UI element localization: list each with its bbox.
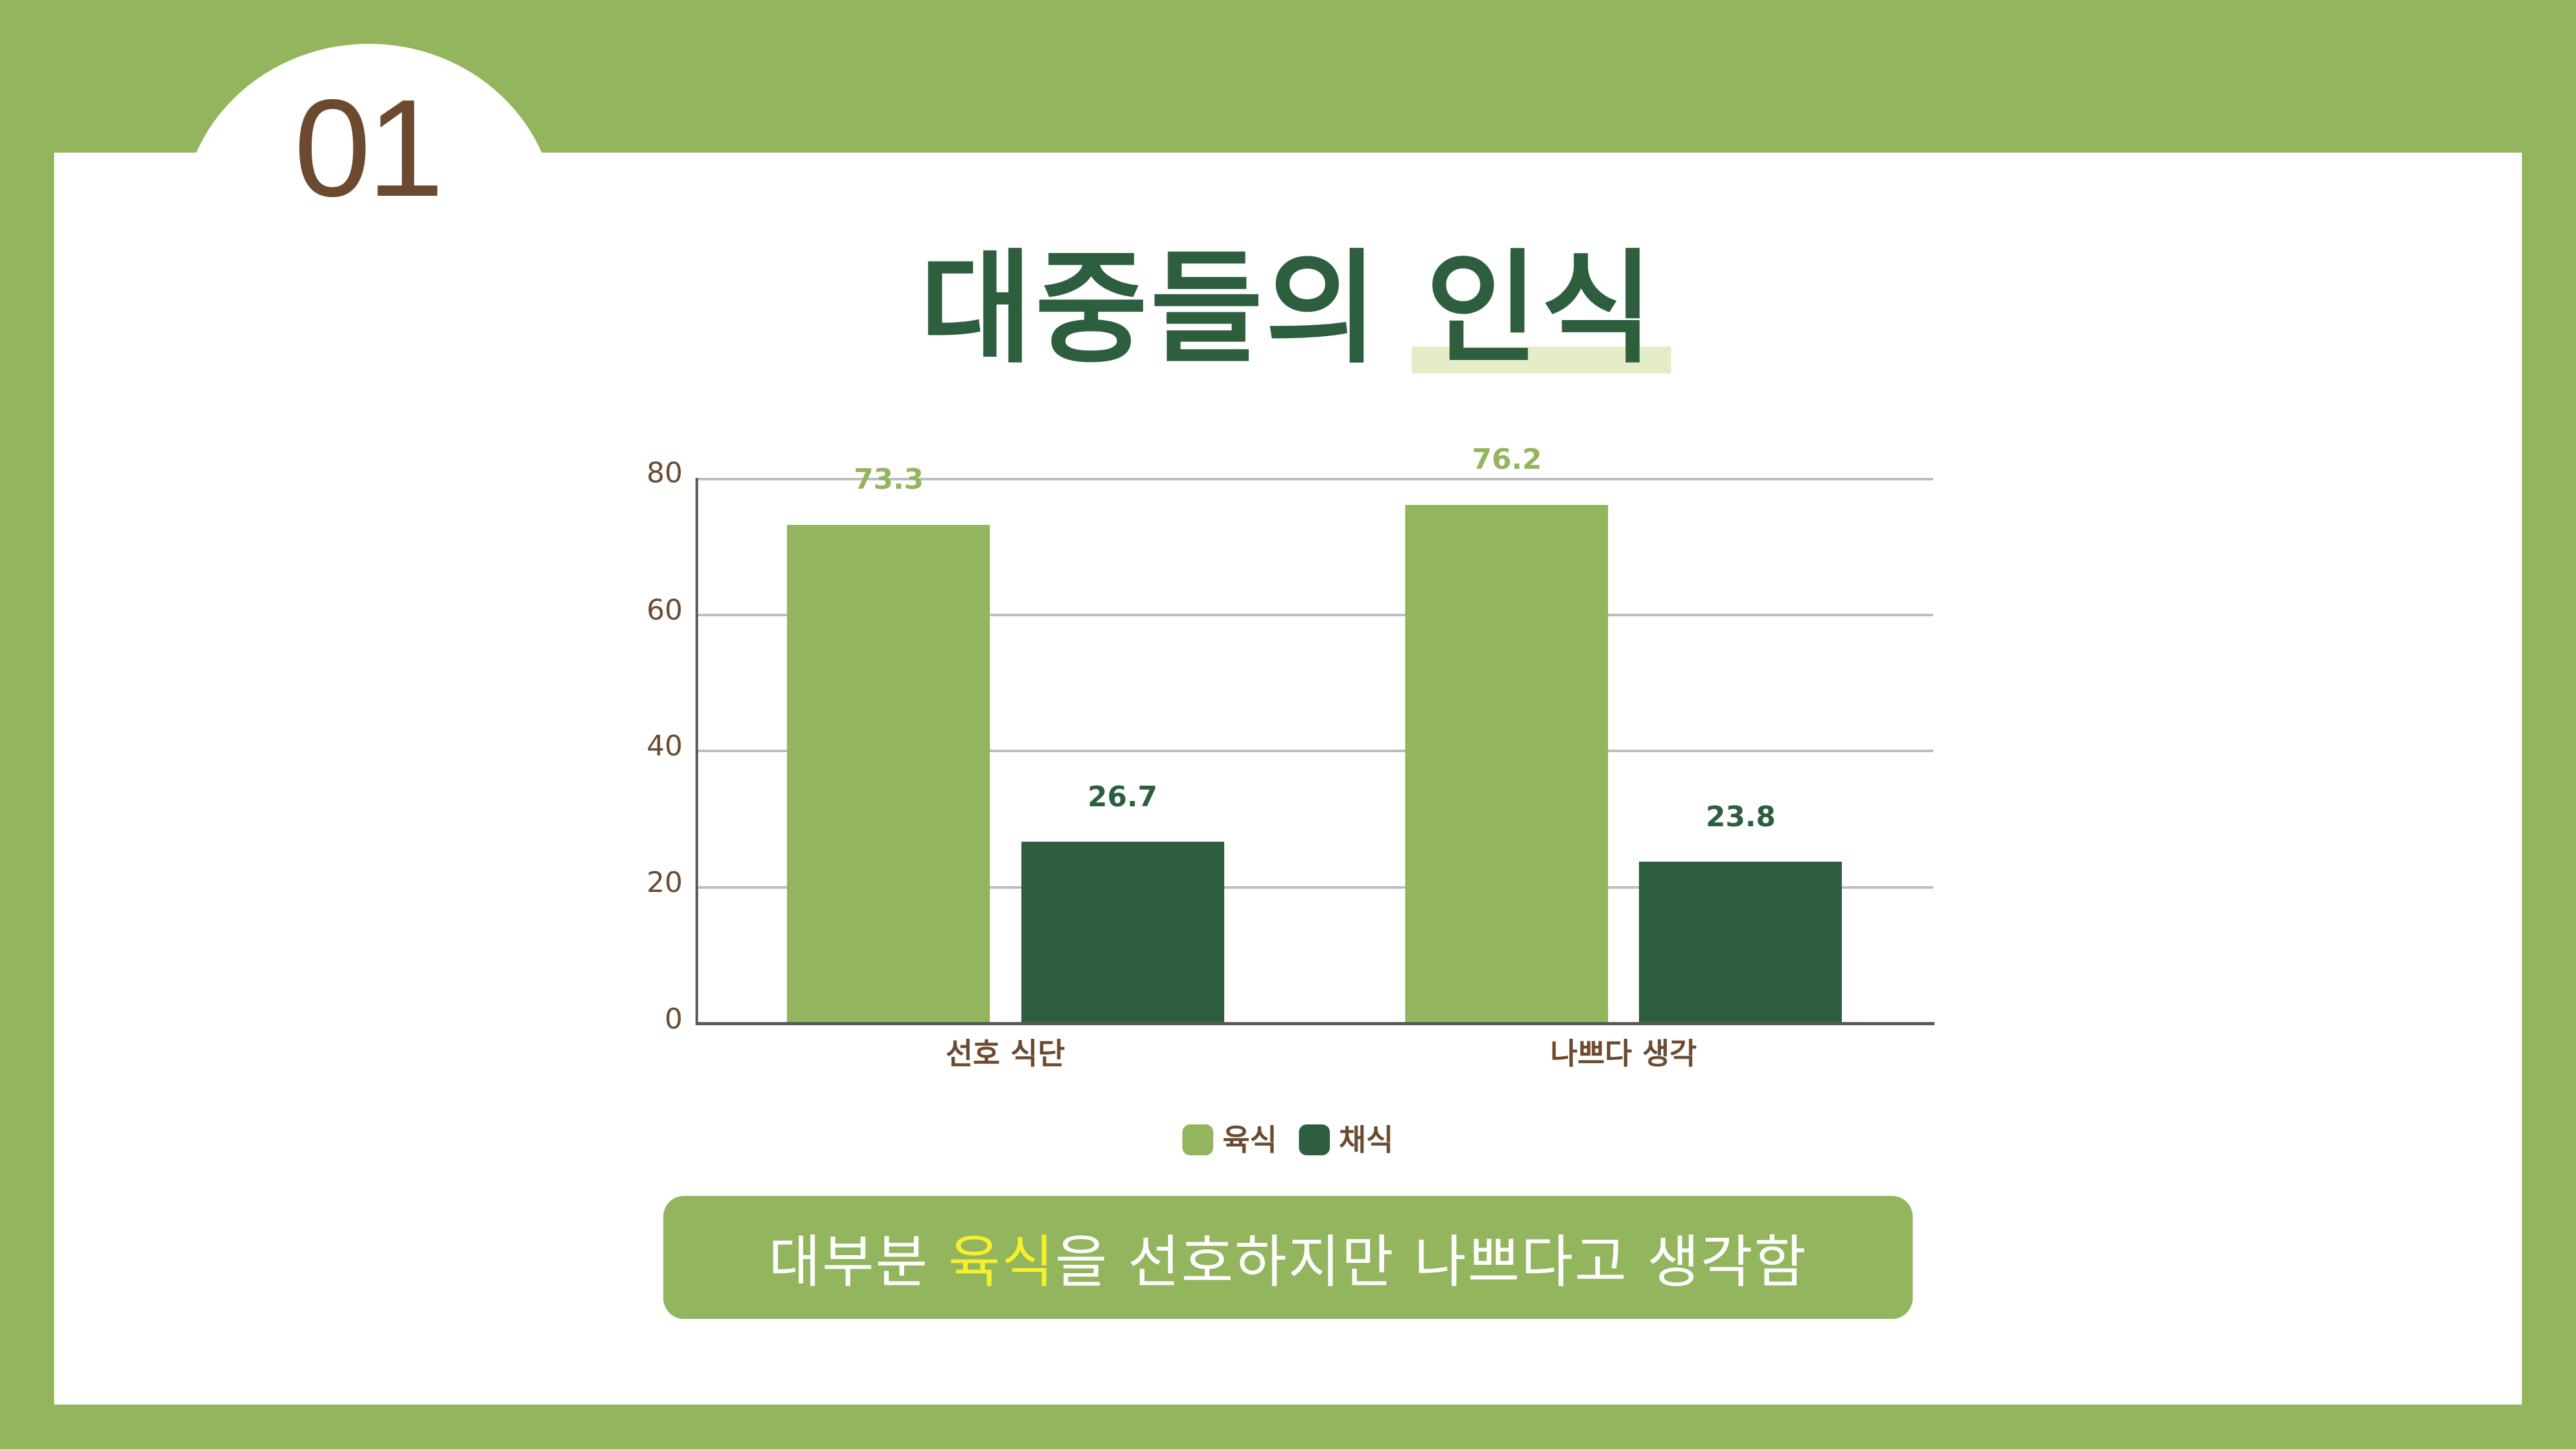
y-tick-label: 40 (647, 730, 683, 762)
bar-veg-preferred-diet (1021, 842, 1224, 1023)
legend-item-veg[interactable]: 채식 (1299, 1122, 1394, 1158)
page-title: 대중들의 인식 (920, 238, 1656, 380)
gridline-80 (697, 478, 1933, 480)
data-label-meat-preferred-diet: 73.3 (853, 463, 924, 496)
section-number: 01 (294, 70, 444, 225)
gridline-20 (697, 886, 1933, 889)
x-axis-line (696, 1022, 1935, 1025)
legend-item-meat[interactable]: 육식 (1182, 1122, 1277, 1158)
y-axis-line (696, 478, 698, 1025)
data-label-veg-think-bad: 23.8 (1705, 800, 1776, 833)
banner-text-highlight: 육식 (948, 1229, 1056, 1295)
x-category-label: 나쁘다 생각 (1550, 1036, 1697, 1071)
x-category-label: 선호 식단 (945, 1036, 1065, 1071)
legend-label: 채식 (1339, 1122, 1394, 1157)
y-tick-label: 80 (647, 457, 683, 489)
legend-label: 육식 (1222, 1122, 1277, 1157)
legend-swatch-icon (1182, 1124, 1214, 1155)
bar-meat-preferred-diet (787, 525, 990, 1023)
banner-text-suffix: 을 선호하지만 나쁘다고 생각함 (1055, 1229, 1808, 1295)
gridline-40 (697, 750, 1933, 752)
y-tick-label: 20 (647, 866, 683, 899)
y-tick-label: 60 (647, 594, 683, 627)
bar-meat-think-bad (1405, 505, 1608, 1023)
data-label-meat-think-bad: 76.2 (1472, 443, 1542, 476)
title-highlight-underline (1412, 346, 1671, 374)
summary-banner: 대부분 육식 을 선호하지만 나쁘다고 생각함 (663, 1196, 1913, 1319)
chart-legend: 육식 채식 (0, 1121, 2576, 1159)
section-number-tab (182, 44, 556, 340)
data-label-veg-preferred-diet: 26.7 (1087, 781, 1158, 813)
banner-text-prefix: 대부분 (768, 1229, 949, 1295)
title-container: 대중들의 인식 (0, 232, 2576, 386)
bar-veg-think-bad (1639, 862, 1842, 1023)
y-tick-label: 0 (665, 1003, 683, 1036)
legend-swatch-icon (1299, 1124, 1330, 1155)
gridline-60 (697, 614, 1933, 616)
